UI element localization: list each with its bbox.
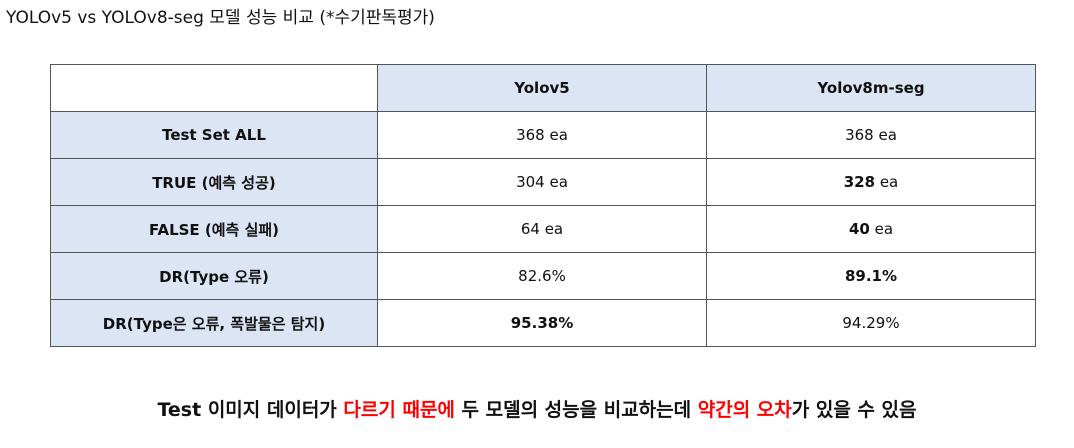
yolov5-value-cell: 64 ea <box>377 205 707 253</box>
yolov5-value-cell: 95.38% <box>377 299 707 347</box>
header-corner-cell <box>50 64 378 112</box>
page-title: YOLOv5 vs YOLOv8-seg 모델 성능 비교 (*수기판독평가) <box>6 8 435 28</box>
row-label: TRUE (예측 성공) <box>50 158 378 206</box>
yolov8-value-cell: 40 ea <box>706 205 1036 253</box>
header-yolov8m-seg: Yolov8m-seg <box>706 64 1036 112</box>
row-label: FALSE (예측 실패) <box>50 205 378 253</box>
footnote-highlight: 다르기 때문에 <box>343 399 455 421</box>
table-row: FALSE (예측 실패) 64 ea 40 ea <box>50 205 1036 253</box>
row-label: DR(Type은 오류, 폭발물은 탐지) <box>50 299 378 347</box>
footnote-highlight: 약간의 오차 <box>697 399 792 421</box>
yolov5-value-cell: 304 ea <box>377 158 707 206</box>
yolov5-value-cell: 82.6% <box>377 252 707 300</box>
table-header-row: Yolov5 Yolov8m-seg <box>50 64 1036 112</box>
footnote-text: 두 모델의 성능을 비교하는데 <box>454 399 698 421</box>
table-row: DR(Type은 오류, 폭발물은 탐지) 95.38% 94.29% <box>50 299 1036 347</box>
yolov5-value-cell: 368 ea <box>377 111 707 159</box>
header-yolov5: Yolov5 <box>377 64 707 112</box>
yolov8-value-cell: 89.1% <box>706 252 1036 300</box>
footnote: Test 이미지 데이터가 다르기 때문에 두 모델의 성능을 비교하는데 약간… <box>0 395 1074 422</box>
table-row: TRUE (예측 성공) 304 ea 328 ea <box>50 158 1036 206</box>
yolov8-value-cell: 94.29% <box>706 299 1036 347</box>
row-label: Test Set ALL <box>50 111 378 159</box>
comparison-table: Yolov5 Yolov8m-seg Test Set ALL 368 ea 3… <box>50 64 1036 347</box>
row-label: DR(Type 오류) <box>50 252 378 300</box>
footnote-text: Test 이미지 데이터가 <box>157 399 344 421</box>
yolov8-value-cell: 368 ea <box>706 111 1036 159</box>
yolov8-value-cell: 328 ea <box>706 158 1036 206</box>
table-row: Test Set ALL 368 ea 368 ea <box>50 111 1036 159</box>
footnote-text: 가 있을 수 있음 <box>791 399 917 421</box>
table-row: DR(Type 오류) 82.6% 89.1% <box>50 252 1036 300</box>
